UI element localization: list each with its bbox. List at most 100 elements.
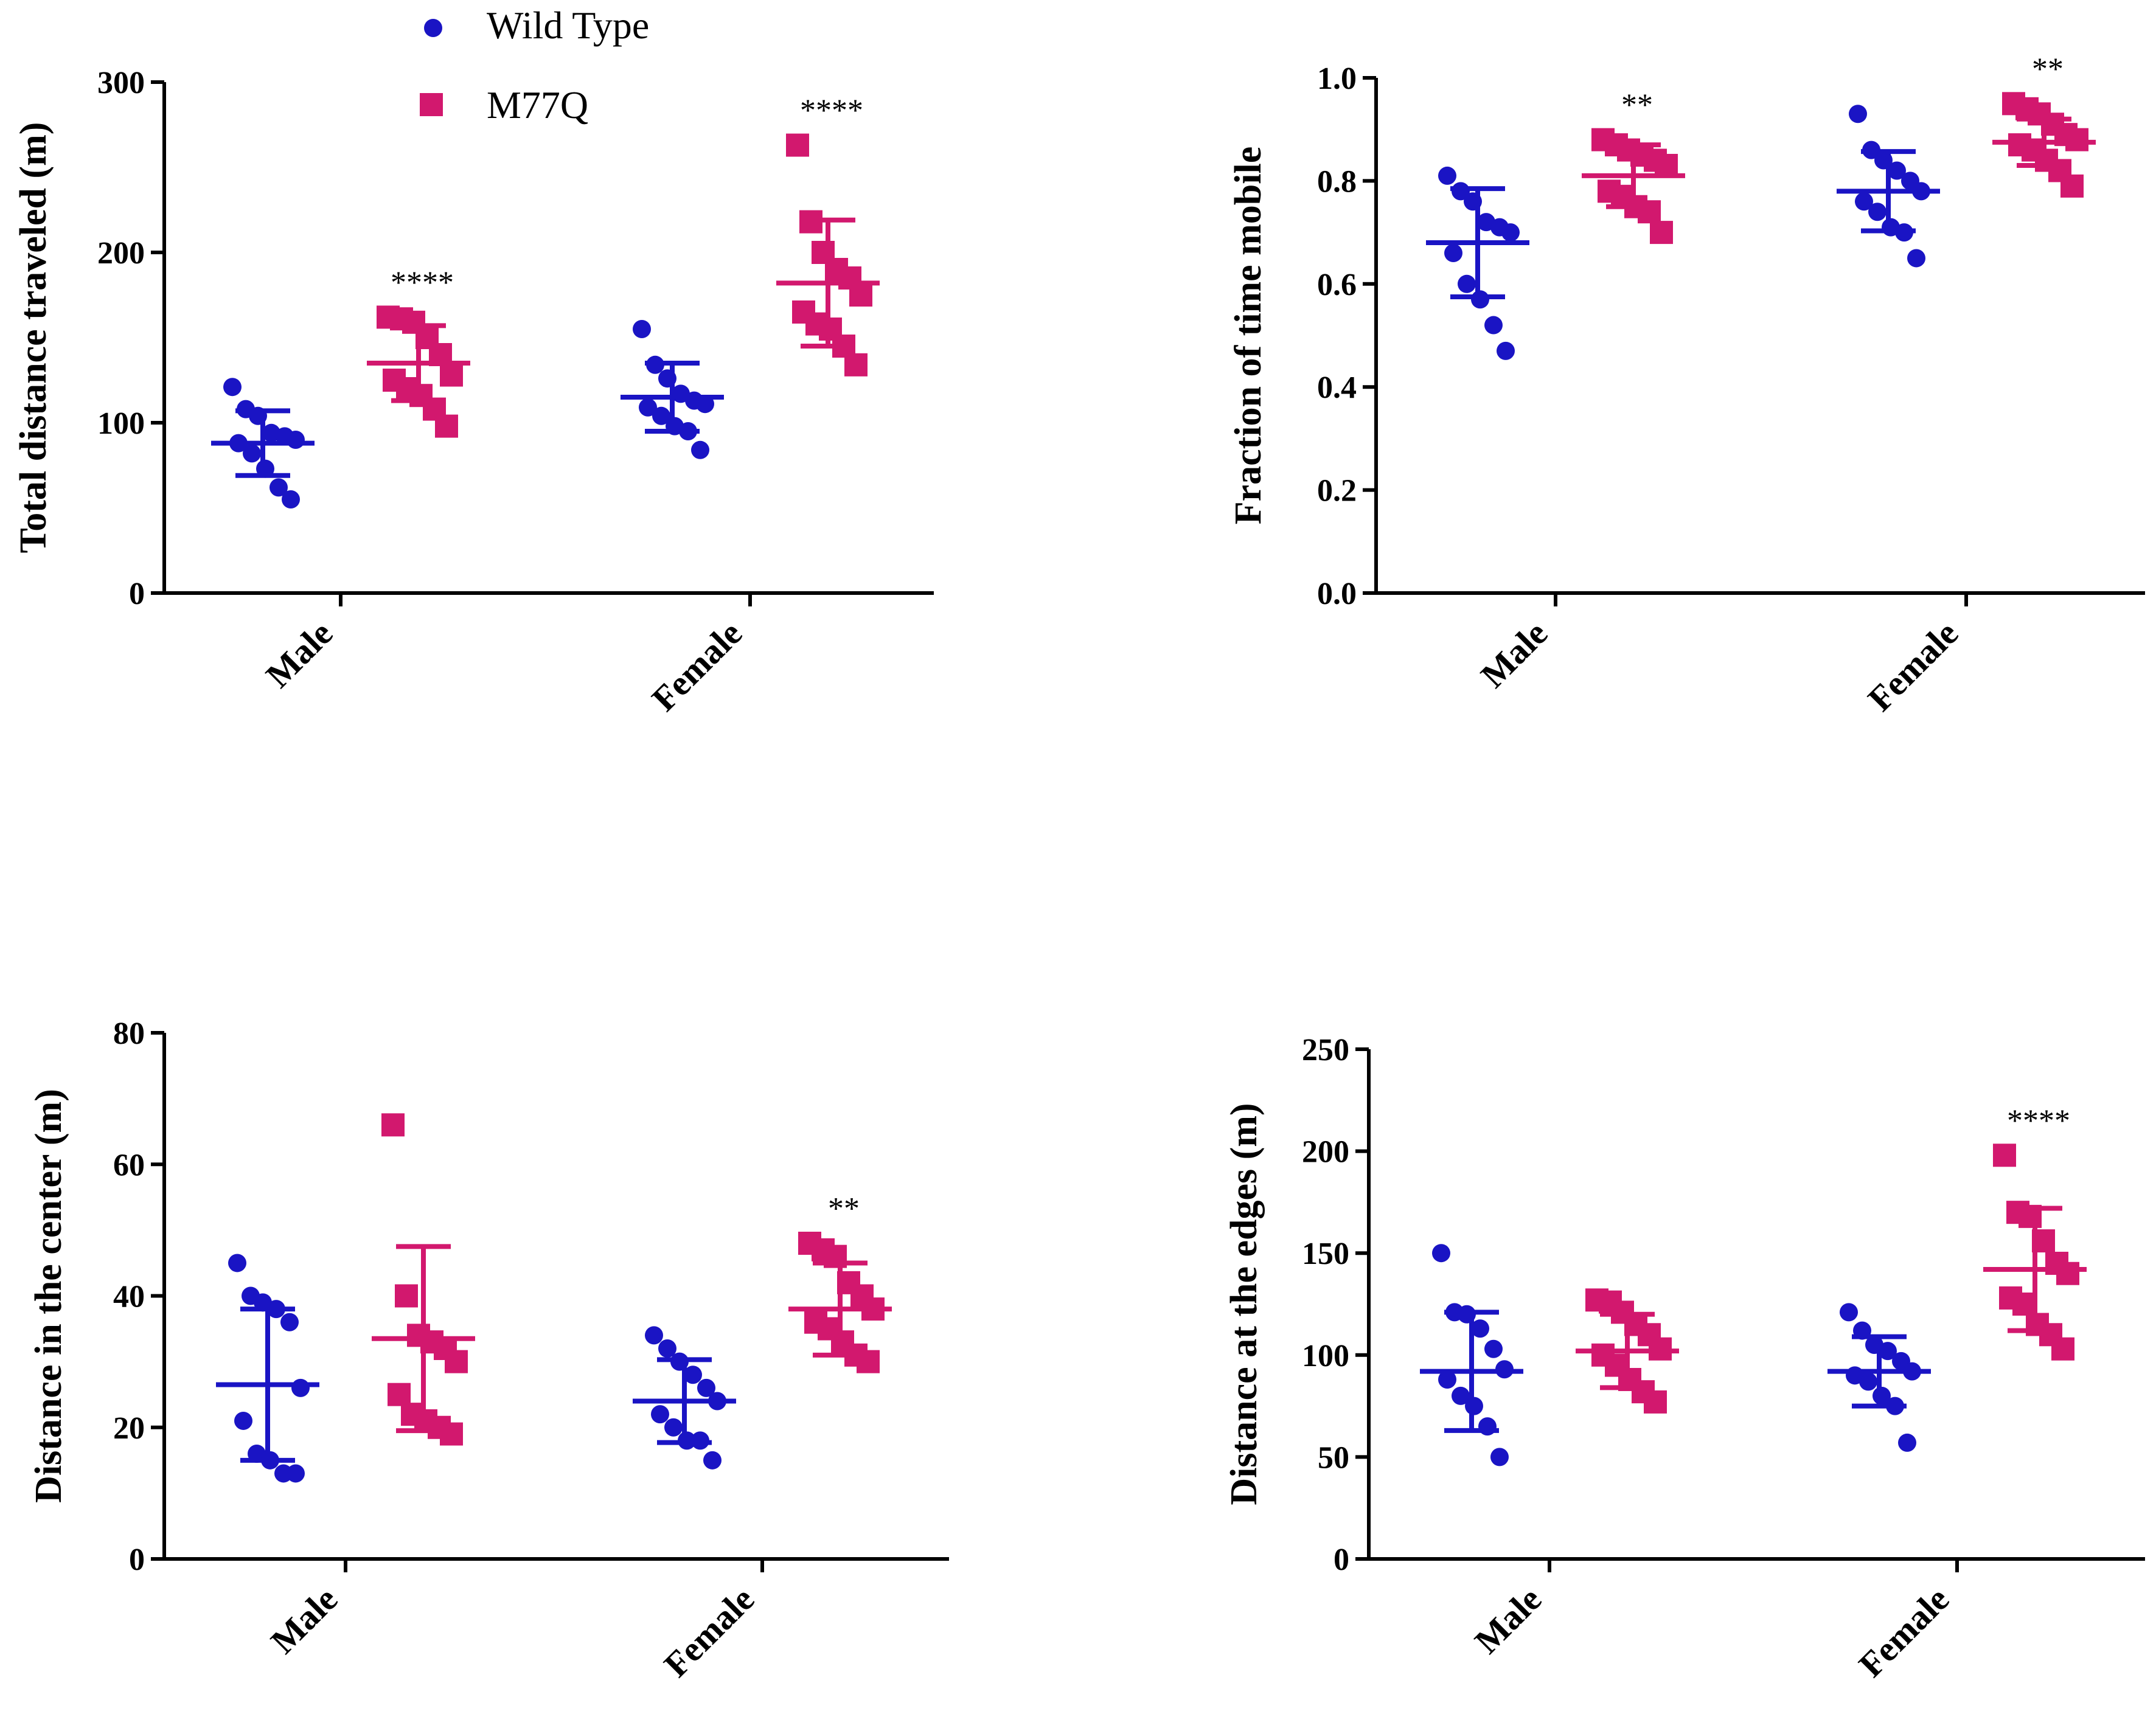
data-point xyxy=(633,320,651,338)
data-point xyxy=(697,1378,715,1397)
data-point xyxy=(223,378,242,397)
wild-type-group-female xyxy=(1837,105,1940,268)
y-tick-label: 0.6 xyxy=(1317,268,1357,302)
data-point xyxy=(2060,174,2084,198)
wild-type-group-female xyxy=(621,320,724,459)
y-tick-label: 50 xyxy=(1318,1440,1349,1475)
y-tick-label: 60 xyxy=(113,1148,145,1182)
legend-marker-m77q xyxy=(420,93,443,116)
y-tick-label: 0.0 xyxy=(1317,577,1357,611)
data-point xyxy=(395,1284,418,1308)
data-point xyxy=(440,1422,463,1446)
m77q-group-male: **** xyxy=(367,265,470,438)
legend-label-wild-type: Wild Type xyxy=(487,4,649,47)
data-point xyxy=(1490,1448,1509,1466)
m77q-group-female: **** xyxy=(1983,1103,2087,1361)
data-point xyxy=(1444,243,1462,262)
data-point xyxy=(280,1313,299,1331)
data-point xyxy=(1655,153,1678,177)
wild-type-group-male xyxy=(1426,166,1529,360)
x-category-label: Female xyxy=(644,613,749,718)
data-point xyxy=(1849,105,1867,123)
y-axis-title: Distance in the center (m) xyxy=(28,1089,69,1503)
data-point xyxy=(664,1418,683,1437)
data-point xyxy=(388,1383,411,1406)
data-point xyxy=(1868,203,1887,221)
y-tick-label: 80 xyxy=(113,1016,145,1051)
significance-label: ** xyxy=(2032,52,2064,86)
data-point xyxy=(435,414,458,438)
wild-type-group-female xyxy=(1827,1303,1931,1452)
m77q-group-male xyxy=(1576,1288,1679,1414)
data-point xyxy=(844,353,868,377)
y-tick-label: 300 xyxy=(97,66,145,100)
legend-label-m77q: M77Q xyxy=(487,83,588,127)
data-point xyxy=(381,1113,405,1137)
data-point xyxy=(691,440,709,459)
x-category-label: Male xyxy=(1473,613,1555,695)
data-point xyxy=(1644,1390,1667,1414)
data-point xyxy=(287,431,305,449)
data-point xyxy=(658,1339,676,1358)
m77q-group-male: ** xyxy=(1582,88,1685,245)
x-category-label: Female xyxy=(656,1579,762,1684)
data-point xyxy=(1888,161,1906,180)
data-point xyxy=(1898,1433,1916,1452)
data-point xyxy=(1484,1339,1503,1358)
y-tick-label: 40 xyxy=(113,1280,145,1314)
data-point xyxy=(1879,1342,1897,1361)
data-point xyxy=(1438,166,1456,185)
data-point xyxy=(282,490,300,508)
significance-label: **** xyxy=(2007,1103,2070,1138)
data-point xyxy=(287,1464,305,1483)
data-point xyxy=(652,406,670,425)
x-category-label: Female xyxy=(1860,613,1966,718)
data-point xyxy=(228,1254,246,1272)
wild-type-group-male xyxy=(1420,1244,1523,1466)
y-tick-label: 1.0 xyxy=(1317,61,1357,96)
data-point xyxy=(291,1378,310,1397)
y-tick-label: 200 xyxy=(1302,1135,1349,1170)
data-point xyxy=(703,1451,722,1470)
y-axis-title: Fraction of time mobile xyxy=(1228,147,1269,525)
data-point xyxy=(1501,223,1520,242)
wild-type-group-male xyxy=(211,378,315,508)
data-point xyxy=(1438,1370,1456,1389)
x-category-label: Female xyxy=(1851,1579,1956,1684)
data-point xyxy=(645,1326,663,1345)
y-tick-label: 0.4 xyxy=(1317,370,1357,405)
significance-label: **** xyxy=(391,265,454,300)
data-point xyxy=(1855,192,1873,211)
data-point xyxy=(270,478,288,497)
data-point xyxy=(1638,200,1661,224)
data-point xyxy=(1458,274,1476,293)
y-tick-label: 0 xyxy=(129,577,145,611)
data-point xyxy=(2012,1293,2036,1316)
y-tick-label: 20 xyxy=(113,1411,145,1446)
y-tick-label: 0 xyxy=(129,1543,145,1577)
chart-panel-top-left: 0 100 200 300 Total distance traveled (m) Mal… xyxy=(13,66,934,719)
data-point xyxy=(2051,1337,2074,1361)
chart-panel-bottom-right: 0 50 100 150 200 250 Distance at the edges (m)… xyxy=(1223,1033,2145,1685)
y-axis-title: Distance at the edges (m) xyxy=(1223,1103,1265,1505)
data-point xyxy=(1650,221,1673,245)
m77q-group-female: ** xyxy=(1992,52,2096,198)
x-category-label: Male xyxy=(258,613,340,695)
data-point xyxy=(786,133,809,157)
data-point xyxy=(1471,1319,1489,1338)
significance-label: ** xyxy=(1621,88,1653,123)
data-point xyxy=(1432,1244,1450,1263)
data-point xyxy=(440,363,463,387)
data-point xyxy=(1452,1386,1470,1405)
wild-type-group-male xyxy=(216,1254,319,1483)
y-tick-label: 0.2 xyxy=(1317,474,1357,508)
data-point xyxy=(1484,316,1503,335)
chart-panel-top-right: 0.0 0.2 0.4 0.6 0.8 1.0 Fraction of time mobil… xyxy=(1228,52,2145,719)
x-category-label: Male xyxy=(1467,1579,1549,1661)
data-point xyxy=(1993,1144,2016,1167)
data-point xyxy=(2065,128,2088,151)
chart-panel-bottom-left: 0 20 40 60 80 Distance in the center (m) Male F… xyxy=(28,1016,949,1685)
y-tick-label: 0 xyxy=(1334,1543,1349,1577)
data-point xyxy=(234,1411,252,1430)
